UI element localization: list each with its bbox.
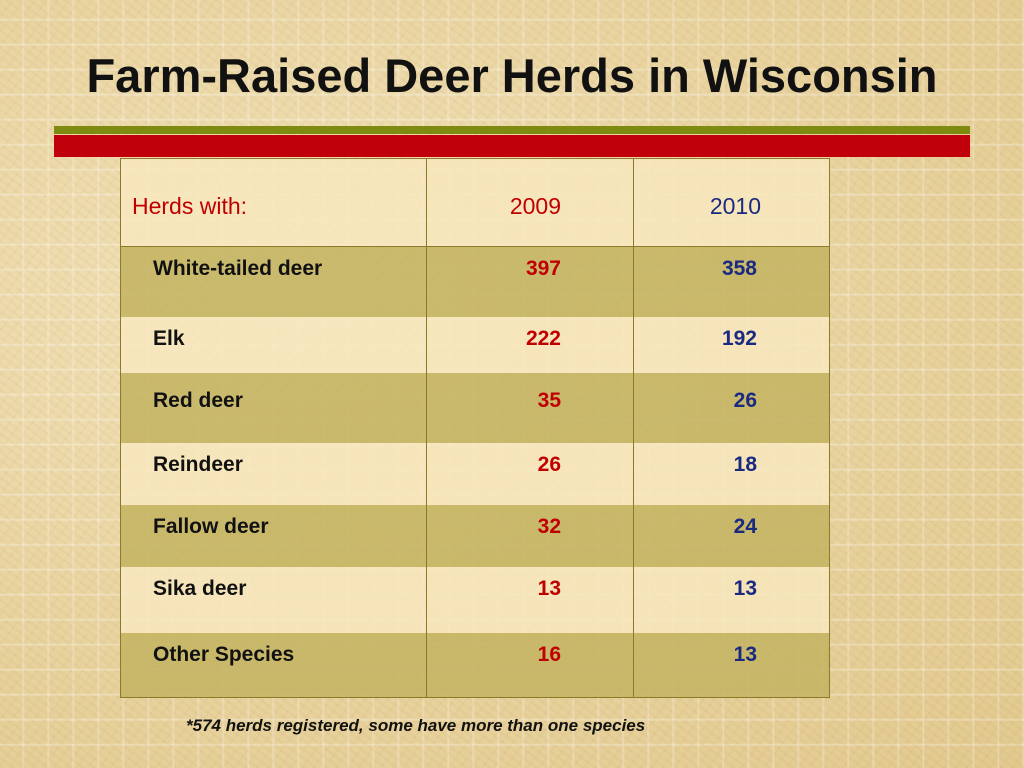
count-2010: 192 bbox=[721, 327, 757, 350]
count-2009: 397 bbox=[525, 257, 561, 280]
title-rule-red bbox=[54, 135, 970, 157]
count-2009: 35 bbox=[537, 389, 561, 412]
footnote: *574 herds registered, some have more th… bbox=[186, 716, 646, 735]
species-label: Sika deer bbox=[153, 577, 247, 600]
species-label: Red deer bbox=[153, 389, 243, 412]
count-2009: 26 bbox=[537, 453, 561, 476]
slide-title: Farm-Raised Deer Herds in Wisconsin bbox=[86, 49, 938, 102]
count-2010: 13 bbox=[733, 577, 757, 600]
count-2010: 24 bbox=[733, 515, 757, 538]
count-2010: 26 bbox=[733, 389, 757, 412]
header-2010: 2010 bbox=[709, 193, 761, 219]
species-label: Other Species bbox=[153, 643, 295, 666]
count-2009: 222 bbox=[525, 327, 561, 350]
count-2009: 32 bbox=[537, 515, 561, 538]
header-herds-with: Herds with: bbox=[132, 193, 248, 219]
column-divider bbox=[633, 159, 634, 697]
column-divider bbox=[426, 159, 427, 697]
count-2009: 16 bbox=[537, 643, 561, 666]
table-row: Other Species 16 13 bbox=[121, 633, 829, 697]
table-row: Fallow deer 32 24 bbox=[121, 505, 829, 567]
species-label: White-tailed deer bbox=[153, 257, 323, 280]
count-2009: 13 bbox=[537, 577, 561, 600]
table-row: Red deer 35 26 bbox=[121, 373, 829, 443]
title-rule-olive bbox=[54, 126, 970, 134]
species-label: Elk bbox=[153, 327, 185, 350]
herds-table: Herds with: 2009 2010 White-tailed deer … bbox=[120, 158, 830, 698]
table-row: Reindeer 26 18 bbox=[121, 443, 829, 505]
count-2010: 358 bbox=[721, 257, 757, 280]
table-row: Sika deer 13 13 bbox=[121, 567, 829, 633]
species-label: Reindeer bbox=[153, 453, 243, 476]
species-label: Fallow deer bbox=[153, 515, 269, 538]
header-2009: 2009 bbox=[509, 193, 561, 219]
table-row: Elk 222 192 bbox=[121, 317, 829, 373]
count-2010: 13 bbox=[733, 643, 757, 666]
table-row: White-tailed deer 397 358 bbox=[121, 247, 829, 317]
table-header-row: Herds with: 2009 2010 bbox=[121, 159, 829, 247]
count-2010: 18 bbox=[733, 453, 757, 476]
